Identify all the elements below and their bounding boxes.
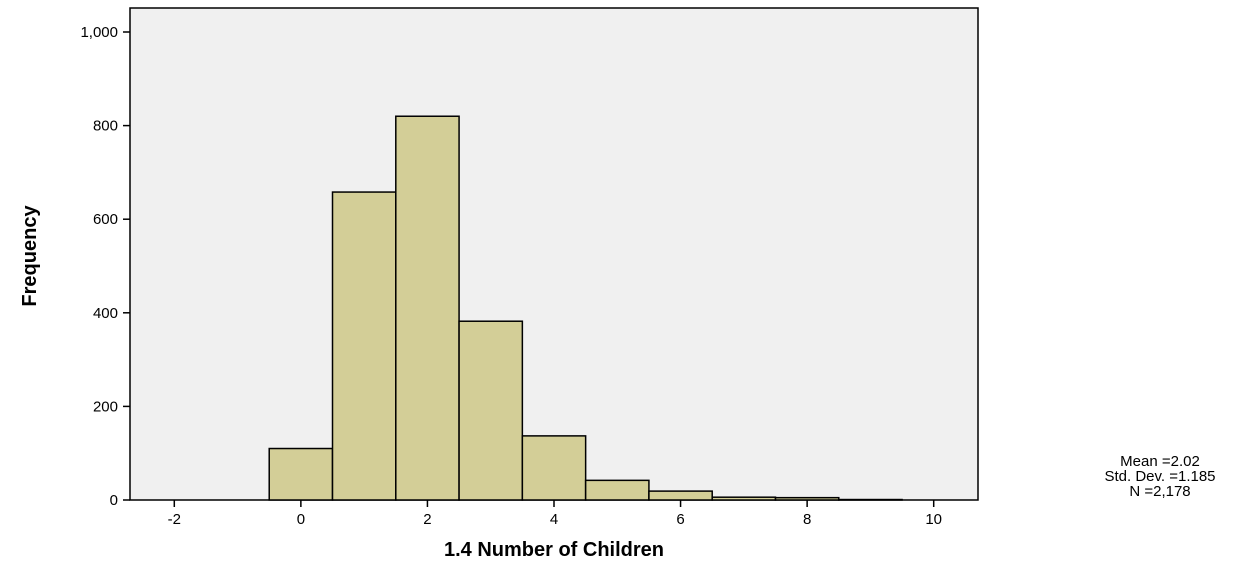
x-tick-label: 2 <box>423 511 431 528</box>
axes-group: 0 200 400 600 800 1,000 -2 0 2 4 6 8 10 <box>80 24 942 528</box>
bars-group <box>268 115 903 501</box>
x-tick-label: 6 <box>676 511 684 528</box>
x-axis-title: 1.4 Number of Children <box>444 539 664 561</box>
histogram-bar <box>648 490 713 501</box>
x-tick-label: -2 <box>168 511 181 528</box>
x-tick-label: 4 <box>550 511 558 528</box>
stats-std-dev: Std. Dev. =1.185 <box>1104 468 1215 485</box>
plot-area <box>129 7 979 501</box>
histogram-bar <box>521 435 587 501</box>
histogram-bar <box>711 496 777 501</box>
stats-n: N =2,178 <box>1129 483 1190 500</box>
y-tick-label: 200 <box>93 398 118 415</box>
y-tick-label: 0 <box>110 492 118 509</box>
x-tick-label: 0 <box>297 511 305 528</box>
y-tick-label: 1,000 <box>80 24 118 41</box>
histogram-bar <box>584 479 650 501</box>
x-tick-label: 8 <box>803 511 811 528</box>
histogram-bar <box>395 115 460 501</box>
y-axis-title: Frequency <box>19 205 41 307</box>
y-tick-label: 600 <box>93 211 118 228</box>
y-tick-label: 800 <box>93 118 118 135</box>
stats-mean: Mean =2.02 <box>1120 453 1200 470</box>
y-tick-label: 400 <box>93 305 118 322</box>
histogram-bar <box>774 496 840 501</box>
histogram-bar <box>331 191 397 501</box>
histogram-bar <box>458 320 524 501</box>
x-tick-label: 10 <box>925 511 942 528</box>
histogram-bar <box>268 447 334 501</box>
